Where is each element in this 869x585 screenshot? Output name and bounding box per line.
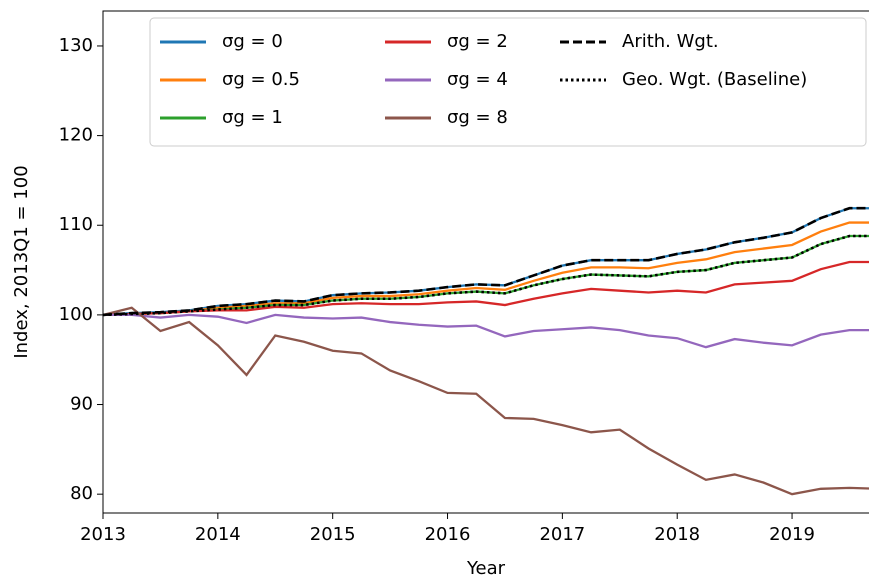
y-tick-label: 100 bbox=[59, 304, 93, 325]
plot-lines bbox=[103, 206, 869, 496]
legend-label: σg = 2 bbox=[447, 31, 508, 52]
series-line bbox=[103, 221, 869, 317]
y-tick-label: 110 bbox=[59, 214, 93, 235]
series-line bbox=[103, 313, 869, 349]
legend-label: σg = 0 bbox=[222, 31, 283, 52]
plot-frame bbox=[102, 10, 869, 514]
legend-label: σg = 4 bbox=[447, 69, 508, 90]
series-line bbox=[103, 206, 869, 317]
x-tick-label: 2013 bbox=[80, 524, 126, 545]
y-tick-label: 120 bbox=[59, 125, 93, 146]
y-tick-label: 130 bbox=[59, 35, 93, 56]
x-axis-label: Year bbox=[466, 558, 506, 579]
x-tick-label: 2017 bbox=[539, 524, 585, 545]
y-tick-label: 90 bbox=[70, 394, 93, 415]
x-tick-label: 2014 bbox=[195, 524, 241, 545]
legend-label: Geo. Wgt. (Baseline) bbox=[622, 69, 807, 90]
legend-box bbox=[149, 17, 867, 147]
x-tick-label: 2016 bbox=[425, 524, 471, 545]
legend-label: σg = 1 bbox=[222, 107, 283, 128]
legend-label: Arith. Wgt. bbox=[622, 31, 719, 52]
y-axis-label: Index, 2013Q1 = 100 bbox=[11, 165, 32, 358]
series-line bbox=[103, 306, 869, 496]
y-tick-label: 80 bbox=[70, 483, 93, 504]
series-line bbox=[103, 260, 869, 317]
x-tick-label: 2018 bbox=[654, 524, 700, 545]
x-tick-label: 2019 bbox=[769, 524, 815, 545]
series-line bbox=[103, 234, 869, 317]
legend-label: σg = 8 bbox=[447, 107, 508, 128]
legend-label: σg = 0.5 bbox=[222, 69, 300, 90]
x-tick-label: 2015 bbox=[310, 524, 356, 545]
